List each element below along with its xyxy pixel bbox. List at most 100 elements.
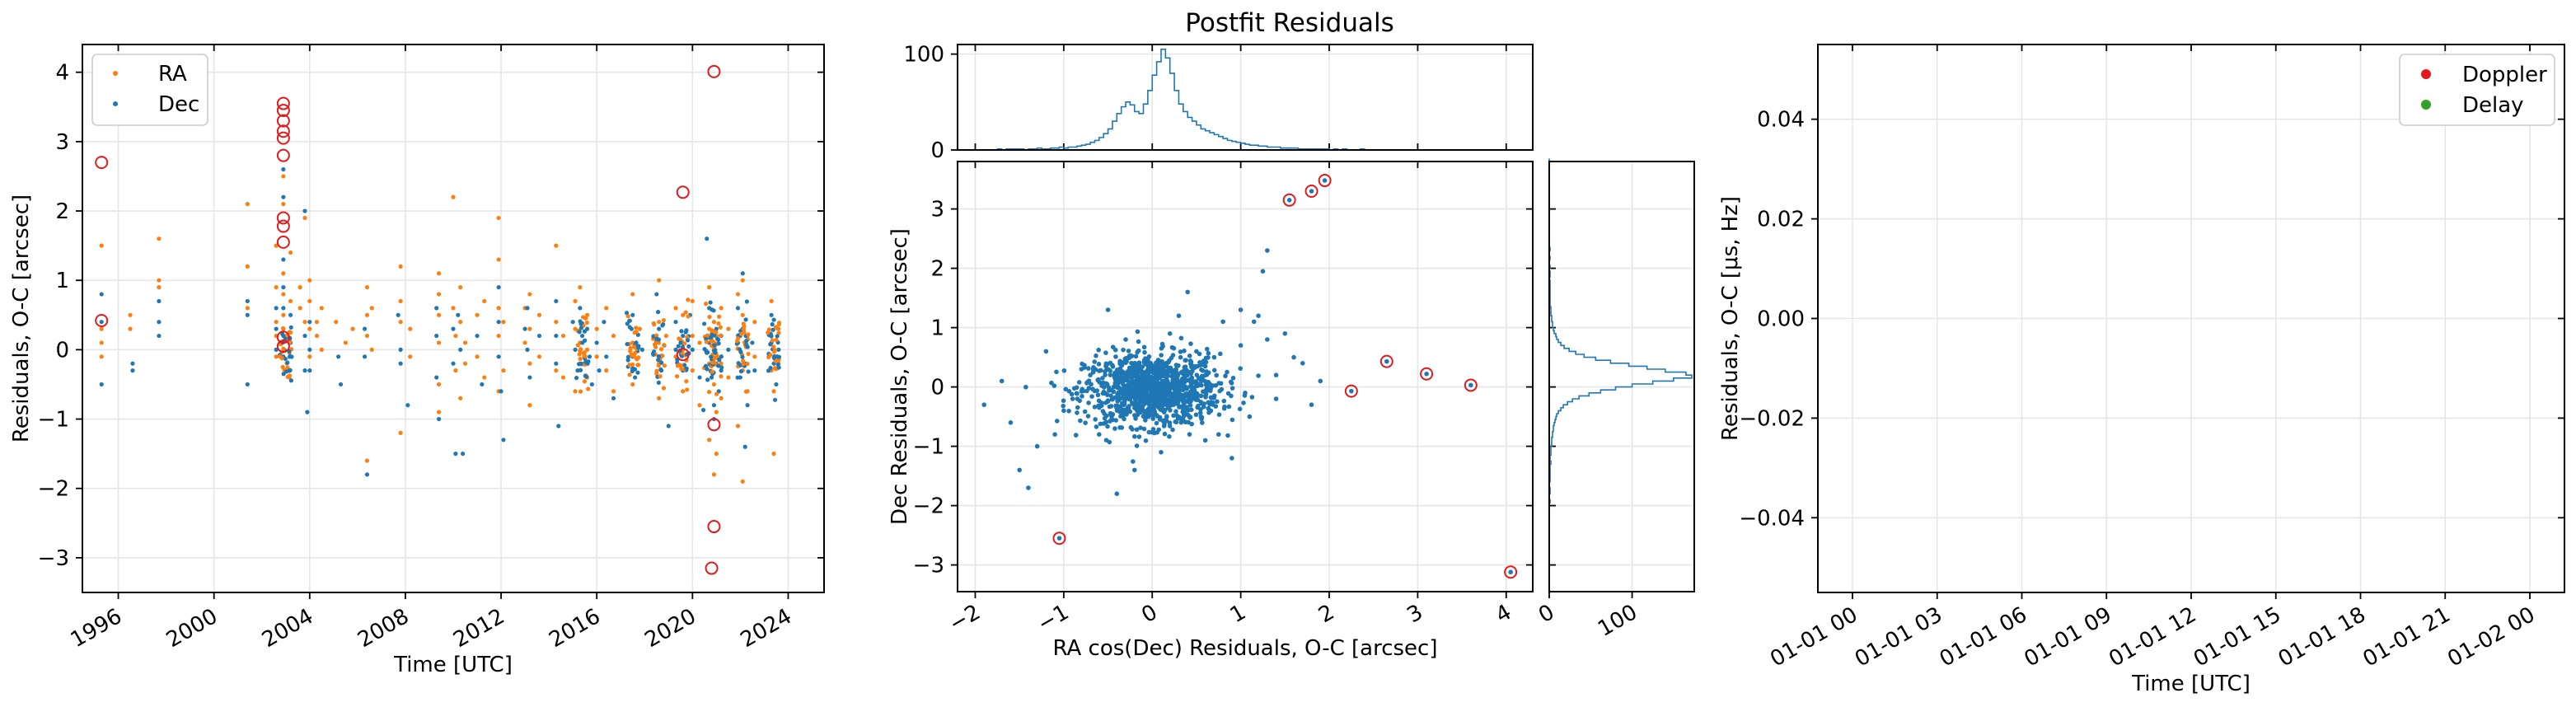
dec-point bbox=[636, 345, 641, 350]
dec-point bbox=[743, 317, 748, 322]
ra-point bbox=[408, 326, 413, 331]
ra-point bbox=[527, 403, 532, 408]
ra-point bbox=[297, 306, 302, 311]
dec-point bbox=[281, 285, 286, 290]
residual-point bbox=[1122, 400, 1127, 405]
x-tick-label: 01-02 00 bbox=[2443, 602, 2539, 672]
x-tick-label: 2 bbox=[1314, 600, 1338, 628]
residual-point bbox=[1150, 413, 1155, 419]
residual-point bbox=[1080, 361, 1084, 367]
residual-point bbox=[1143, 383, 1149, 389]
dec-point bbox=[679, 329, 684, 334]
ra-point bbox=[157, 278, 162, 283]
ra-point bbox=[686, 314, 691, 319]
ra-point bbox=[314, 333, 320, 339]
residual-point bbox=[1171, 413, 1176, 419]
dec-point bbox=[715, 337, 721, 342]
dec-point bbox=[709, 375, 714, 380]
residual-point bbox=[1187, 353, 1192, 358]
ra-point bbox=[604, 306, 609, 311]
dec-point bbox=[499, 389, 503, 394]
residual-point bbox=[1129, 354, 1135, 358]
dec-point bbox=[711, 308, 716, 313]
dec-point bbox=[712, 333, 717, 338]
residual-point bbox=[1158, 358, 1163, 364]
residual-point bbox=[1112, 370, 1118, 376]
dec-point bbox=[461, 452, 466, 457]
outlier-marker bbox=[707, 64, 721, 78]
ra-point bbox=[657, 320, 662, 325]
residual-point bbox=[1080, 394, 1084, 399]
ra-point bbox=[594, 326, 599, 331]
dec-point bbox=[752, 368, 757, 373]
residual-point bbox=[1181, 396, 1187, 402]
ra-point bbox=[128, 312, 133, 317]
residual-point bbox=[1137, 386, 1143, 391]
y-tick-label: 0.04 bbox=[1757, 108, 1805, 133]
residual-point bbox=[1183, 378, 1188, 383]
residual-point bbox=[1131, 363, 1136, 369]
residual-point bbox=[1187, 389, 1193, 395]
residual-point bbox=[1309, 402, 1314, 408]
residual-point bbox=[1211, 368, 1217, 373]
x-tick-label: 2000 bbox=[162, 604, 222, 653]
ra-point bbox=[157, 236, 162, 241]
dec-point bbox=[705, 236, 710, 241]
residual-point bbox=[1216, 381, 1221, 386]
dec-point bbox=[740, 271, 745, 276]
ra-point bbox=[704, 302, 709, 307]
outlier-marker bbox=[276, 330, 290, 344]
ra-point bbox=[714, 391, 719, 396]
residual-point bbox=[1188, 384, 1193, 389]
residual-point bbox=[1094, 424, 1099, 429]
residual-point bbox=[1159, 353, 1164, 358]
legend-box bbox=[2399, 54, 2555, 126]
residual-point bbox=[1157, 386, 1163, 391]
dec-point bbox=[703, 363, 709, 368]
dec-point bbox=[738, 368, 744, 374]
dec-point bbox=[451, 326, 456, 331]
y-tick-label: 2 bbox=[930, 257, 944, 282]
ra-point bbox=[350, 326, 355, 331]
residual-point bbox=[1177, 382, 1182, 387]
residual-point bbox=[1169, 355, 1174, 361]
legend-label-ra: RA bbox=[158, 62, 187, 87]
ra-point bbox=[99, 243, 104, 248]
residual-point bbox=[1133, 416, 1138, 421]
ra-point bbox=[314, 320, 320, 325]
y-tick-label: 1 bbox=[55, 269, 69, 293]
residual-point bbox=[1182, 349, 1187, 354]
residual-point bbox=[1105, 424, 1110, 429]
residual-point bbox=[1142, 409, 1147, 414]
residual-point bbox=[1141, 359, 1147, 365]
dec-point bbox=[578, 368, 583, 372]
ra-point bbox=[458, 396, 463, 400]
outlier-marker bbox=[705, 561, 719, 575]
residual-point bbox=[1127, 380, 1133, 385]
dec-point bbox=[456, 312, 461, 317]
residual-point bbox=[1159, 341, 1165, 347]
x-axis-label: Time [UTC] bbox=[393, 653, 513, 677]
y-tick-label: 3 bbox=[55, 130, 69, 155]
dec-point bbox=[673, 347, 678, 352]
x-tick-label: 01-01 21 bbox=[2359, 602, 2455, 672]
residual-point bbox=[1184, 386, 1189, 391]
ra-point bbox=[462, 361, 468, 366]
dec-point bbox=[281, 306, 286, 311]
residual-point bbox=[1114, 491, 1120, 496]
residual-point bbox=[1131, 388, 1136, 393]
residual-point bbox=[1113, 405, 1119, 410]
residual-point bbox=[1158, 368, 1164, 373]
dec-point bbox=[245, 312, 250, 317]
residual-point bbox=[1080, 386, 1085, 392]
residual-point bbox=[1145, 414, 1151, 419]
outlier-marker bbox=[1504, 565, 1518, 579]
ra-point bbox=[711, 320, 717, 325]
ra-point bbox=[594, 354, 599, 359]
outlier-marker bbox=[276, 96, 290, 110]
residual-point bbox=[1061, 403, 1066, 409]
x-tick-label: 4 bbox=[1492, 600, 1515, 628]
ra-point bbox=[710, 369, 714, 374]
residual-point bbox=[1142, 349, 1147, 355]
dec-point bbox=[274, 306, 279, 311]
